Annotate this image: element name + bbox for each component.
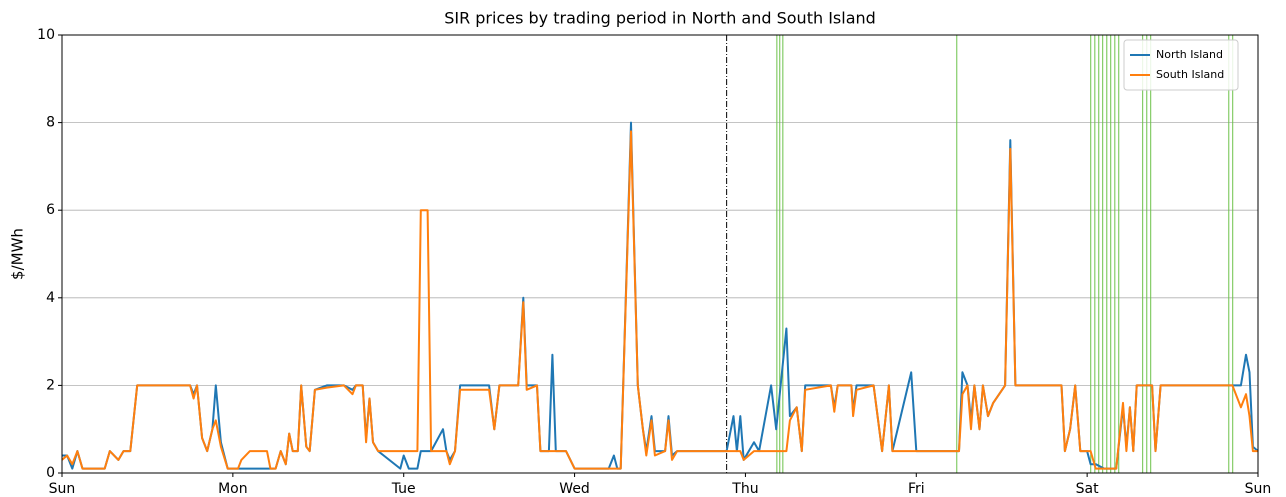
chart-title: SIR prices by trading period in North an… [444,9,876,28]
legend-label: North Island [1156,48,1223,61]
x-tick-label: Sat [1076,481,1099,497]
x-tick-label: Mon [218,481,248,497]
y-tick-label: 8 [46,115,55,131]
x-tick-label: Fri [908,481,925,497]
plot-frame [61,34,1259,474]
x-tick-label: Sun [49,481,76,497]
y-tick-label: 6 [46,202,55,218]
series-line [61,130,1258,470]
x-tick-label: Wed [559,481,590,497]
y-tick-label: 2 [46,377,55,393]
y-tick-label: 0 [46,465,55,481]
y-tick-label: 4 [46,290,55,306]
legend-box [1123,39,1239,91]
y-tick-label: 10 [37,27,55,43]
x-tick-label: Sun [1245,481,1272,497]
x-tick-label: Tue [391,481,416,497]
legend: North Island South Island [1123,39,1239,91]
x-tick-label: Thu [731,481,758,497]
legend-label: South Island [1156,68,1224,81]
y-axis-label: $/MWh [9,228,27,280]
